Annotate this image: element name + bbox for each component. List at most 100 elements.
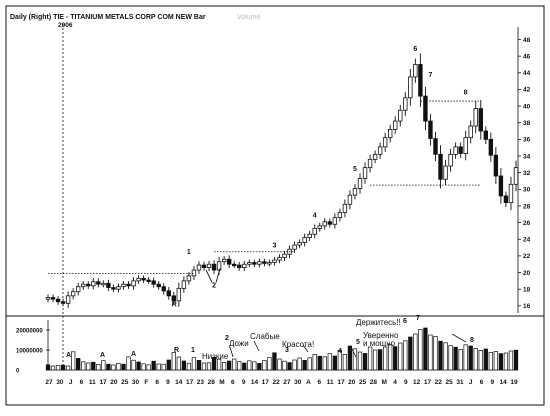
price-candle bbox=[136, 275, 141, 285]
price-candle bbox=[357, 173, 363, 194]
candle-body bbox=[81, 283, 86, 288]
y-tick-label: 46 bbox=[523, 53, 531, 60]
candle-body bbox=[126, 283, 131, 287]
volume-bar bbox=[458, 349, 463, 371]
candle-body bbox=[242, 263, 247, 268]
price-candle bbox=[106, 279, 111, 292]
candle-body bbox=[91, 281, 96, 287]
x-tick-label: 31 bbox=[456, 379, 464, 386]
candle-body bbox=[161, 286, 166, 292]
year-label: 2006 bbox=[58, 22, 73, 29]
volume-bar bbox=[383, 346, 388, 371]
price-candle bbox=[483, 126, 489, 145]
volume-annotation-arrow bbox=[350, 346, 357, 358]
candle-body bbox=[206, 263, 212, 268]
volume-bar bbox=[55, 365, 61, 371]
y-tick-label: 24 bbox=[523, 237, 531, 244]
price-candle bbox=[387, 124, 393, 143]
volume-annotation-label: R bbox=[174, 347, 179, 354]
volume-bar bbox=[483, 348, 488, 371]
price-candle bbox=[242, 260, 247, 271]
x-tick-label: 22 bbox=[435, 379, 443, 386]
price-candle bbox=[267, 259, 272, 267]
candle-body bbox=[357, 178, 363, 189]
price-candle bbox=[498, 168, 504, 204]
volume-bar bbox=[211, 357, 217, 371]
price-candle bbox=[171, 292, 177, 305]
price-candle bbox=[443, 159, 448, 186]
volume-bar bbox=[513, 349, 519, 371]
price-candle bbox=[237, 261, 242, 271]
volume-bar bbox=[176, 356, 181, 371]
price-candle bbox=[377, 142, 383, 159]
price-candle bbox=[302, 233, 307, 247]
volume-bar bbox=[367, 346, 373, 371]
volume-bar bbox=[191, 357, 197, 371]
volume-annotation-label: 5 bbox=[356, 339, 360, 346]
price-candle bbox=[342, 199, 348, 218]
volume-bar bbox=[86, 362, 91, 371]
volume-bar bbox=[272, 352, 277, 371]
volume-annotation-text: Держитесь!! bbox=[356, 318, 401, 327]
volume-bar bbox=[362, 353, 368, 371]
price-candle bbox=[181, 276, 187, 293]
volume-bar bbox=[443, 342, 448, 371]
candle-body bbox=[86, 283, 91, 287]
price-candle bbox=[428, 113, 433, 146]
volume-tick-label: 20000000 bbox=[16, 328, 43, 334]
price-candle bbox=[367, 154, 373, 173]
candle-body bbox=[393, 120, 398, 130]
price-candle bbox=[347, 190, 353, 210]
price-candle bbox=[86, 281, 91, 289]
price-candle bbox=[393, 116, 398, 135]
price-candle bbox=[448, 148, 453, 172]
candle-body bbox=[387, 128, 393, 139]
x-tick-label: 22 bbox=[272, 379, 280, 386]
x-tick-label: 6 bbox=[80, 379, 84, 386]
price-candle bbox=[473, 101, 478, 134]
y-tick-label: 20 bbox=[523, 270, 531, 277]
price-candle bbox=[398, 104, 403, 127]
volume-bar bbox=[50, 365, 56, 371]
volume-bar bbox=[317, 355, 322, 371]
price-candle bbox=[292, 241, 297, 253]
volume-bar bbox=[347, 345, 353, 371]
price-candle bbox=[116, 283, 121, 293]
volume-annotation-label: 8 bbox=[470, 337, 474, 344]
candle-body bbox=[156, 283, 161, 288]
candle-body bbox=[498, 175, 504, 197]
candle-body bbox=[413, 64, 418, 78]
y-tick-label: 28 bbox=[523, 203, 531, 210]
volume-bar bbox=[96, 364, 101, 371]
x-tick-label: 6 bbox=[231, 379, 235, 386]
price-candle bbox=[191, 265, 197, 280]
candle-body bbox=[483, 130, 489, 140]
volume-bar bbox=[352, 348, 358, 371]
candle-body bbox=[181, 280, 187, 289]
candle-body bbox=[96, 281, 101, 285]
volume-bar bbox=[201, 362, 207, 371]
x-tick-label: 14 bbox=[251, 379, 259, 386]
y-tick-label: 36 bbox=[523, 137, 531, 144]
candle-body bbox=[403, 97, 408, 111]
price-candle bbox=[423, 86, 428, 131]
volume-bar bbox=[262, 360, 267, 371]
x-tick-label: 25 bbox=[445, 379, 453, 386]
price-candle bbox=[121, 281, 126, 290]
candle-body bbox=[136, 277, 141, 282]
volume-bar bbox=[463, 344, 468, 371]
candle-body bbox=[423, 95, 428, 122]
candle-body bbox=[277, 257, 282, 261]
x-tick-label: 20 bbox=[348, 379, 356, 386]
price-candle bbox=[156, 281, 161, 290]
volume-bar bbox=[478, 350, 483, 371]
price-candle bbox=[126, 281, 131, 289]
x-tick-label: 17 bbox=[424, 379, 432, 386]
candle-body bbox=[196, 264, 202, 271]
volume-bar bbox=[146, 364, 151, 371]
chart-title-text: Daily (Right) TIE - TITANIUM METALS CORP… bbox=[10, 14, 206, 21]
volume-annotation-text: Низкие bbox=[202, 352, 229, 361]
candle-body bbox=[101, 282, 106, 286]
y-tick-label: 40 bbox=[523, 103, 531, 110]
candle-body bbox=[367, 158, 373, 169]
